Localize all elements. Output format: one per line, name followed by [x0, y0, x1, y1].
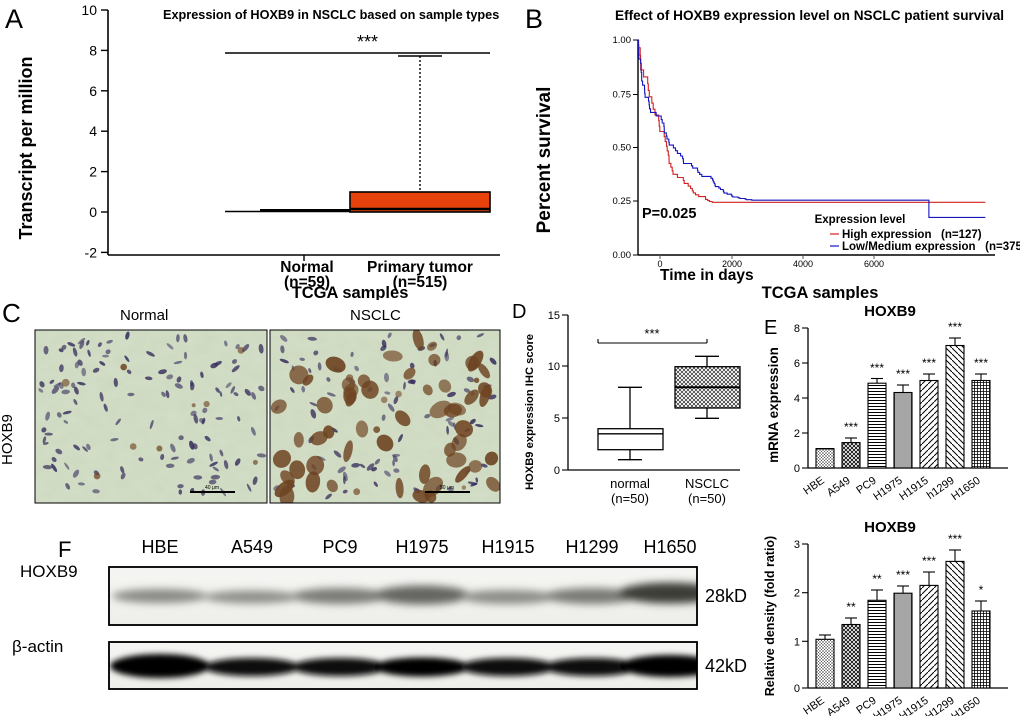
svg-text:10: 10 [81, 2, 97, 18]
svg-text:8: 8 [89, 42, 97, 58]
svg-text:1.00: 1.00 [613, 35, 632, 46]
svg-text:NSCLC: NSCLC [350, 307, 401, 324]
svg-text:0: 0 [89, 204, 97, 220]
svg-text:0.00: 0.00 [613, 250, 632, 261]
svg-text:5: 5 [554, 413, 560, 425]
svg-text:***: *** [844, 420, 858, 434]
svg-text:C: C [2, 300, 21, 328]
svg-text:Expression level: Expression level [815, 214, 906, 226]
svg-text:**: ** [846, 600, 856, 614]
svg-text:H1299: H1299 [565, 537, 618, 557]
svg-text:***: *** [948, 320, 962, 334]
svg-text:(n=50): (n=50) [611, 491, 649, 506]
svg-text:H1915: H1915 [481, 537, 534, 557]
svg-text:42kD: 42kD [705, 656, 747, 676]
svg-text:***: *** [974, 356, 988, 370]
svg-text:Transcript per million: Transcript per million [16, 56, 36, 239]
svg-text:HOXB9: HOXB9 [864, 303, 916, 320]
svg-text:H1975: H1975 [395, 537, 448, 557]
svg-text:A549: A549 [231, 537, 273, 557]
svg-text:***: *** [357, 32, 378, 52]
svg-text:HOXB9: HOXB9 [0, 414, 16, 465]
svg-text:Normal: Normal [120, 307, 168, 324]
svg-text:6: 6 [89, 83, 97, 99]
svg-text:0.25: 0.25 [613, 196, 632, 207]
svg-text:Low/Medium expression (n=375: Low/Medium expression (n=375) [842, 241, 1020, 253]
svg-text:TCGA samples: TCGA samples [292, 284, 409, 300]
svg-text:HBE: HBE [141, 537, 178, 557]
svg-text:***: *** [948, 532, 962, 546]
svg-text:A549: A549 [825, 695, 853, 716]
svg-text:15: 15 [548, 310, 560, 322]
svg-text:2: 2 [794, 428, 800, 440]
svg-text:40 μm: 40 μm [205, 485, 219, 491]
svg-text:***: *** [922, 554, 936, 568]
svg-text:HOXB9 expression IHC score: HOXB9 expression IHC score [524, 334, 536, 490]
svg-text:HOXB9: HOXB9 [864, 519, 916, 536]
svg-text:High expression (n=127): High expression (n=127) [842, 229, 982, 241]
svg-text:HBE: HBE [801, 695, 826, 716]
svg-text:H1975: H1975 [871, 475, 904, 503]
svg-text:H1915: H1915 [897, 475, 930, 503]
svg-text:Expression of HOXB9 in NSCLC b: Expression of HOXB9 in NSCLC based on sa… [163, 8, 499, 22]
svg-text:PC9: PC9 [322, 537, 357, 557]
svg-text:A549: A549 [825, 475, 853, 500]
svg-text:HOXB9: HOXB9 [20, 562, 78, 581]
svg-text:***: *** [644, 326, 659, 341]
svg-text:**: ** [872, 572, 882, 586]
svg-text:***: *** [870, 361, 884, 375]
svg-text:4: 4 [89, 123, 97, 139]
svg-text:***: *** [896, 568, 910, 582]
svg-text:E: E [764, 317, 777, 339]
svg-text:Time in days: Time in days [660, 267, 754, 284]
svg-text:0: 0 [794, 463, 800, 475]
svg-text:***: *** [922, 356, 936, 370]
svg-text:D: D [512, 301, 526, 323]
svg-text:HBE: HBE [801, 475, 826, 498]
svg-text:NSCLC: NSCLC [685, 476, 729, 491]
svg-text:0.50: 0.50 [613, 143, 632, 154]
svg-text:B: B [525, 4, 543, 34]
svg-text:TCGA samples: TCGA samples [762, 284, 879, 300]
svg-text:2: 2 [794, 588, 800, 600]
svg-text:mRNA expression: mRNA expression [766, 347, 781, 463]
svg-text:50 μm: 50 μm [440, 485, 454, 491]
svg-text:Effect of HOXB9 expression lev: Effect of HOXB9 expression level on NSCL… [615, 8, 1004, 23]
svg-text:4: 4 [794, 393, 800, 405]
svg-text:8: 8 [794, 323, 800, 335]
svg-text:0.75: 0.75 [613, 90, 632, 101]
svg-text:H1650: H1650 [643, 537, 696, 557]
svg-text:Percent survival: Percent survival [534, 87, 555, 234]
svg-text:28kD: 28kD [705, 586, 747, 606]
svg-text:1: 1 [794, 636, 800, 648]
svg-text:0: 0 [554, 465, 560, 477]
svg-text:(n=50): (n=50) [688, 491, 726, 506]
svg-text:A: A [5, 4, 23, 34]
svg-text:3: 3 [794, 539, 800, 551]
svg-text:***: *** [896, 367, 910, 381]
svg-text:0: 0 [794, 683, 800, 695]
svg-text:P=0.025: P=0.025 [642, 206, 696, 222]
svg-text:10: 10 [548, 361, 560, 373]
svg-text:6000: 6000 [864, 259, 884, 269]
svg-text:*: * [979, 583, 984, 597]
svg-text:-2: -2 [85, 244, 98, 260]
svg-text:F: F [58, 537, 71, 562]
svg-text:β-actin: β-actin [12, 637, 63, 656]
svg-text:2: 2 [89, 164, 97, 180]
svg-text:4000: 4000 [793, 259, 813, 269]
svg-text:H1650: H1650 [949, 475, 982, 503]
svg-text:normal: normal [610, 476, 650, 491]
svg-text:6: 6 [794, 358, 800, 370]
svg-text:Relative density (fold ratio): Relative density (fold ratio) [763, 536, 777, 696]
